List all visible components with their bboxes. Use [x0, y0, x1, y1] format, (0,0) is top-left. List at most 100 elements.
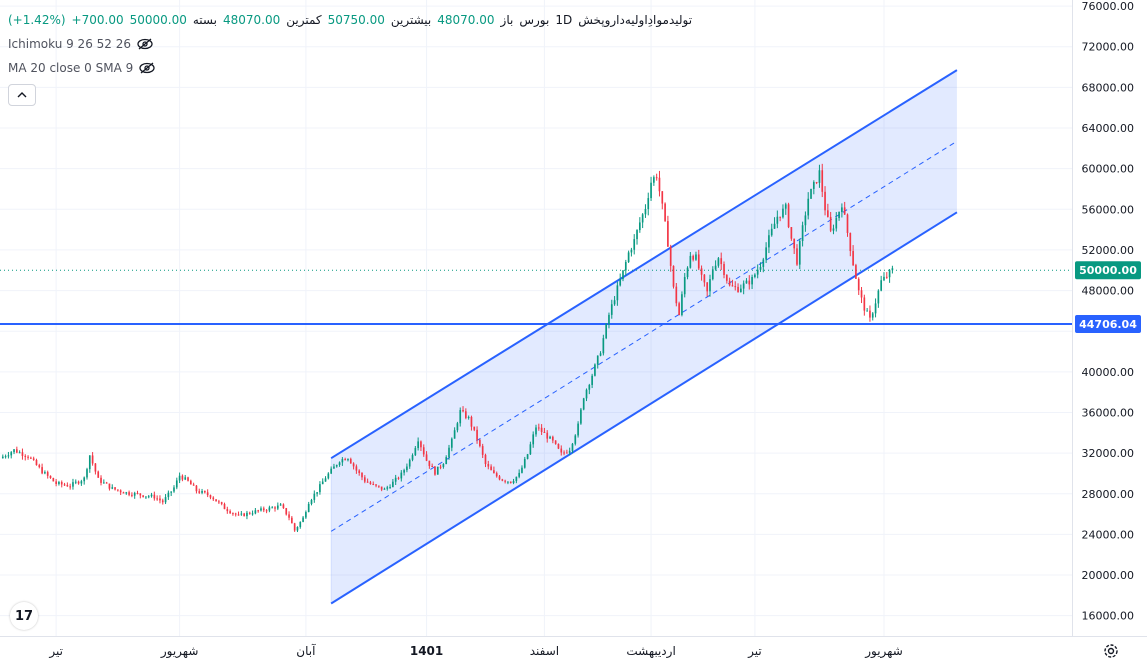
- candle-body: [563, 452, 565, 454]
- candle-body: [638, 222, 641, 231]
- candle-body: [434, 466, 436, 475]
- candle-body: [363, 477, 366, 482]
- candle-body: [529, 444, 532, 455]
- indicator-row-ichimoku[interactable]: Ichimoku 9 26 52 26: [8, 32, 692, 56]
- candle-body: [327, 473, 330, 479]
- candle-body: [147, 496, 150, 498]
- candle-body: [470, 416, 473, 427]
- candle-body: [683, 277, 686, 295]
- candle-body: [150, 494, 153, 497]
- candle-body: [714, 265, 717, 270]
- candle-body: [114, 487, 116, 490]
- candle-body: [624, 262, 627, 271]
- channel-lower-line: [330, 211, 958, 605]
- candle-body: [375, 484, 377, 486]
- candle-body: [125, 492, 128, 494]
- candle-body: [279, 504, 282, 506]
- candle-body: [66, 485, 69, 487]
- channel-mid-line: [330, 140, 958, 532]
- candle-body: [439, 466, 442, 468]
- candle-body: [400, 472, 403, 479]
- candle-body: [557, 443, 560, 449]
- candle-body: [83, 477, 86, 482]
- candle-body: [537, 427, 540, 429]
- candle-body: [591, 375, 593, 385]
- candle-body: [164, 497, 167, 503]
- candle-body: [835, 218, 838, 229]
- candle-body: [588, 384, 591, 390]
- candle-body: [869, 310, 871, 318]
- collapse-legend-button[interactable]: [8, 84, 36, 106]
- candle-body: [742, 283, 745, 289]
- candle-body: [493, 470, 495, 474]
- candle-body: [880, 280, 883, 291]
- candle-body: [810, 188, 812, 199]
- candle-body: [276, 505, 279, 509]
- candle-body: [838, 211, 840, 219]
- y-tick-label: 32000.00: [1082, 447, 1135, 460]
- candle-body: [812, 182, 815, 189]
- candle-body: [341, 459, 344, 463]
- candle-body: [883, 276, 885, 281]
- candle-body: [170, 491, 173, 493]
- candle-body: [787, 204, 790, 228]
- candle-body: [874, 303, 877, 314]
- candle-body: [653, 177, 655, 183]
- eye-off-icon[interactable]: [137, 38, 153, 50]
- candle-body: [161, 500, 164, 503]
- indicator-row-ma[interactable]: MA 20 close 0 SMA 9: [8, 56, 692, 80]
- candle-body: [518, 472, 521, 477]
- tradingview-logo-icon[interactable]: 17: [10, 602, 38, 630]
- gear-icon[interactable]: [1102, 642, 1120, 660]
- candle-body: [60, 482, 63, 485]
- y-tick-label: 76000.00: [1082, 0, 1135, 13]
- candle-body: [394, 477, 397, 482]
- candle-body: [866, 310, 868, 312]
- chevron-up-icon: [17, 92, 27, 98]
- candle-body: [487, 464, 490, 467]
- candle-body: [602, 338, 605, 354]
- candle-body: [723, 264, 725, 276]
- candle-body: [77, 481, 80, 484]
- candle-body: [476, 429, 478, 440]
- candle-body: [479, 439, 481, 447]
- candle-body: [790, 227, 793, 239]
- candle-body: [728, 280, 731, 286]
- candle-body: [754, 274, 756, 277]
- candle-body: [459, 410, 462, 424]
- candle-body: [372, 483, 375, 485]
- candle-body: [860, 290, 863, 298]
- candle-body: [41, 467, 43, 474]
- candle-body: [827, 210, 829, 217]
- close-value: 50000.00: [129, 13, 187, 27]
- candle-body: [397, 477, 400, 479]
- candle-body: [523, 458, 526, 468]
- last-price-tag-bg: [1075, 261, 1141, 280]
- candle-body: [310, 499, 313, 504]
- candle-body: [338, 462, 341, 465]
- candle-body: [804, 215, 807, 226]
- candle-body: [779, 216, 781, 218]
- interval-label[interactable]: 1D: [555, 13, 573, 27]
- support-level-tag: 44706.04: [1079, 318, 1137, 331]
- candle-body: [442, 464, 445, 467]
- candle-body: [1, 456, 4, 459]
- candle-body: [316, 492, 318, 494]
- candle-body: [271, 507, 274, 509]
- candle-body: [212, 497, 215, 500]
- candle-body: [254, 510, 257, 514]
- candle-body: [403, 470, 405, 473]
- candle-body: [863, 297, 866, 311]
- y-tick-label: 72000.00: [1082, 41, 1135, 54]
- candle-body: [189, 480, 192, 485]
- candle-body: [355, 466, 358, 471]
- candle-body: [630, 249, 633, 253]
- eye-off-icon[interactable]: [139, 62, 155, 74]
- candle-body: [198, 491, 201, 493]
- x-tick-label: 1401: [410, 644, 443, 658]
- candle-body: [445, 457, 448, 465]
- candle-body: [131, 494, 133, 496]
- symbol-name[interactable]: تولیدموادِاولیه‌داروپخش: [578, 13, 693, 27]
